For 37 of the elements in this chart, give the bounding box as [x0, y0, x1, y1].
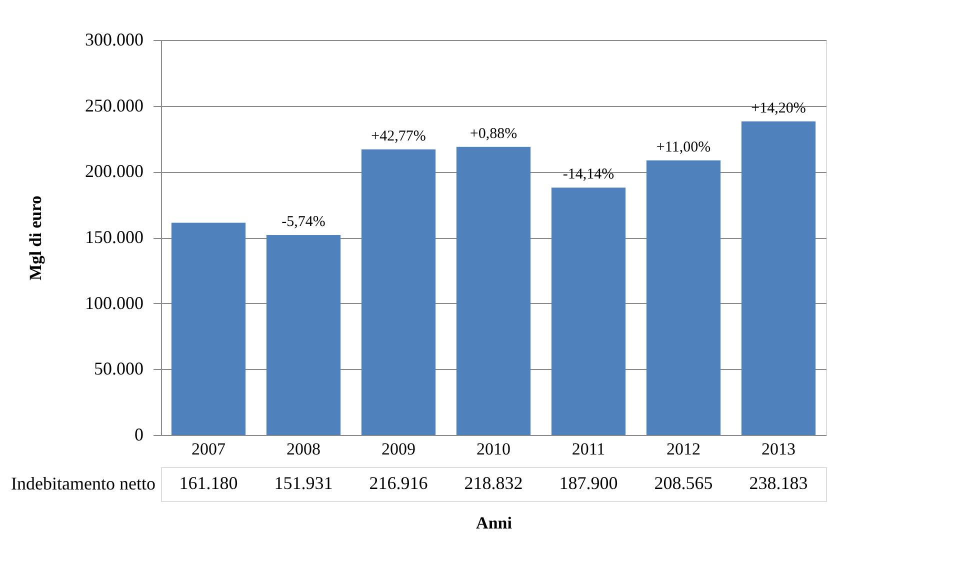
data-label: 238.183: [749, 473, 808, 493]
x-tick-label: 2009: [382, 440, 416, 458]
y-axis-title: Mgl di euro: [26, 196, 45, 280]
x-axis-title: Anni: [476, 514, 512, 532]
bar: [741, 121, 816, 435]
y-tick-label: 150.000: [85, 227, 144, 247]
bar: [551, 188, 626, 435]
annotation: +42,77%: [371, 128, 426, 144]
x-tick-label: 2013: [762, 440, 796, 458]
bar: [266, 234, 341, 435]
y-tick-label: 0: [134, 424, 144, 444]
y-tick-label: 50.000: [94, 358, 144, 379]
x-tick-label: 2008: [286, 440, 320, 458]
data-label: 161.180: [179, 473, 238, 493]
x-tick-label: 2011: [572, 440, 606, 458]
y-tick-label: 200.000: [85, 161, 144, 182]
data-label: 151.931: [274, 473, 333, 493]
bar: [456, 146, 531, 435]
x-tick-label: 2012: [666, 440, 700, 458]
annotation: +11,00%: [656, 139, 711, 156]
bar: [171, 222, 246, 435]
text: Indebitamento netto: [11, 474, 156, 494]
y-tick-label: 300.000: [85, 30, 144, 50]
annotation: +14,20%: [751, 100, 806, 116]
y-tick-label: 250.000: [85, 95, 144, 116]
annotation: -14,14%: [562, 166, 614, 183]
y-tick-label: 100.000: [85, 292, 144, 313]
data-label: 218.832: [464, 473, 523, 493]
annotation: +0,88%: [470, 126, 518, 142]
data-label: 216.916: [369, 473, 428, 493]
bar: [361, 149, 436, 435]
annotation: -5,74%: [282, 214, 326, 230]
data-label: 187.900: [559, 473, 618, 493]
x-tick-label: 2010: [476, 440, 510, 458]
data-label: 208.565: [654, 473, 713, 493]
bar: [646, 160, 721, 435]
x-tick-label: 2007: [192, 440, 226, 458]
